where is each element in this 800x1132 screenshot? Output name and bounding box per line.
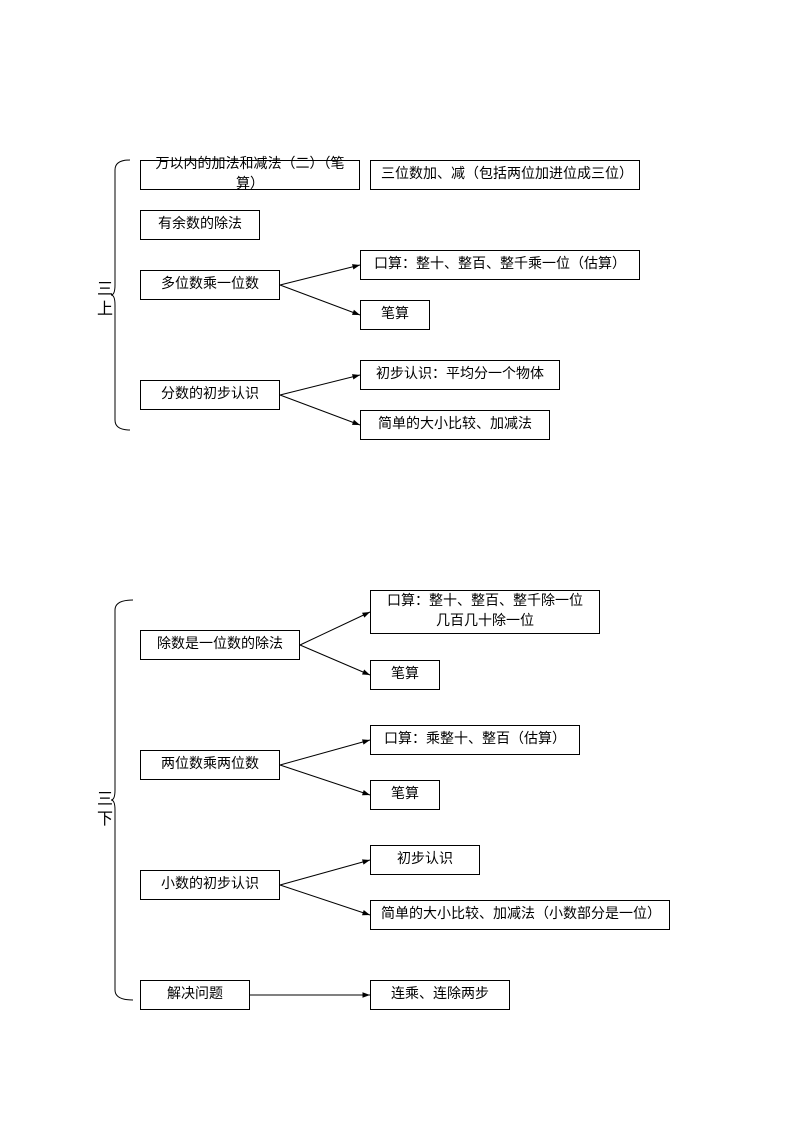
node-t4a: 初步认识：平均分一个物体	[360, 360, 560, 390]
node-t4: 分数的初步认识	[140, 380, 280, 410]
node-t3a: 口算：整十、整百、整千乘一位（估算）	[360, 250, 640, 280]
node-b4: 解决问题	[140, 980, 250, 1010]
node-b3: 小数的初步认识	[140, 870, 280, 900]
node-b1a: 口算：整十、整百、整千除一位几百几十除一位	[370, 590, 600, 634]
node-b1b: 笔算	[370, 660, 440, 690]
node-t1: 万以内的加法和减法（二）（笔算）	[140, 160, 360, 190]
node-t1b: 三位数加、减（包括两位加进位成三位）	[370, 160, 640, 190]
section-label-bottom: 三下	[90, 790, 114, 830]
node-b3a: 初步认识	[370, 845, 480, 875]
node-b2: 两位数乘两位数	[140, 750, 280, 780]
node-t3: 多位数乘一位数	[140, 270, 280, 300]
node-b2b: 笔算	[370, 780, 440, 810]
node-b2a: 口算：乘整十、整百（估算）	[370, 725, 580, 755]
node-t4b: 简单的大小比较、加减法	[360, 410, 550, 440]
node-b3b: 简单的大小比较、加减法（小数部分是一位）	[370, 900, 670, 930]
diagram-canvas: 三上 万以内的加法和减法（二）（笔算） 三位数加、减（包括两位加进位成三位） 有余数的…	[0, 0, 800, 1132]
node-t3b: 笔算	[360, 300, 430, 330]
node-b1: 除数是一位数的除法	[140, 630, 300, 660]
node-t2: 有余数的除法	[140, 210, 260, 240]
node-b4a: 连乘、连除两步	[370, 980, 510, 1010]
section-label-top: 三上	[90, 280, 114, 320]
